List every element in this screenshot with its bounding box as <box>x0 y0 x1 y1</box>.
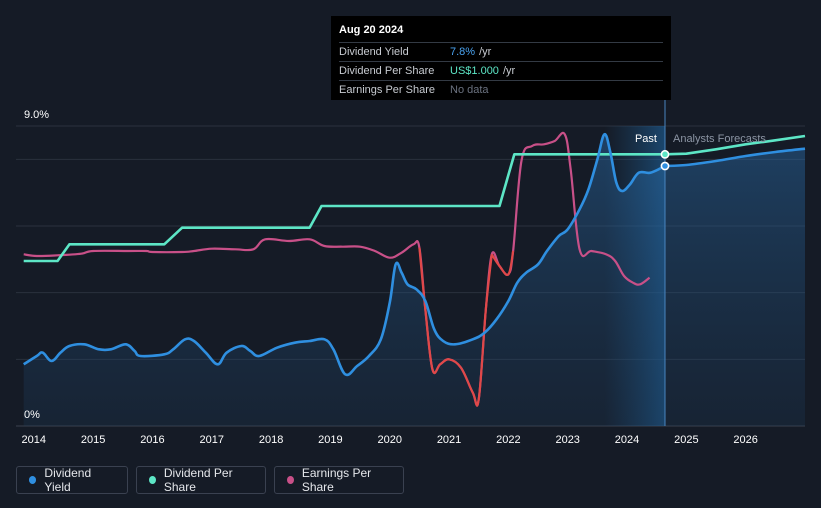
x-tick-label: 2014 <box>22 434 46 446</box>
legend-dot-icon <box>149 476 156 484</box>
tooltip-value: No data <box>450 84 489 96</box>
x-tick-label: 2024 <box>615 434 639 446</box>
x-tick-label: 2017 <box>200 434 224 446</box>
series-lines <box>23 131 806 407</box>
x-tick-label: 2023 <box>555 434 579 446</box>
hover-tooltip: Aug 20 2024 Dividend Yield 7.8% /yr Divi… <box>331 16 671 100</box>
dividend-yield-area <box>23 134 805 427</box>
x-tick-label: 2019 <box>318 434 342 446</box>
x-tick-label: 2020 <box>377 434 401 446</box>
tooltip-unit: /yr <box>479 46 492 58</box>
forecast-label: Analysts Forecasts <box>673 133 766 145</box>
x-tick-label: 2026 <box>733 434 757 446</box>
y-axis-bottom-label: 0% <box>24 409 40 421</box>
tooltip-label: Dividend Yield <box>339 46 409 58</box>
tooltip-label: Dividend Per Share <box>339 65 435 77</box>
x-tick-label: 2022 <box>496 434 520 446</box>
legend-item-earnings-per-share[interactable]: Earnings Per Share <box>274 466 404 494</box>
legend-item-dividend-yield[interactable]: Dividend Yield <box>16 466 128 494</box>
x-tick-label: 2018 <box>259 434 283 446</box>
x-tick-label: 2025 <box>674 434 698 446</box>
legend-item-dividend-per-share[interactable]: Dividend Per Share <box>136 466 266 494</box>
x-tick-label: 2015 <box>81 434 105 446</box>
dividend-yield-area-fill <box>23 134 805 427</box>
hover-marker <box>660 149 670 159</box>
tooltip-row-dividend-yield: Dividend Yield 7.8% /yr <box>339 42 663 61</box>
x-tick-label: 2021 <box>437 434 461 446</box>
earnings-per-share-decline-segment <box>490 250 515 276</box>
legend-dot-icon <box>29 476 37 484</box>
x-axis-ticks: 2014 2015 2016 2017 2018 2019 2020 2021 2022 2023… <box>22 434 758 446</box>
tooltip-row-dividend-per-share: Dividend Per Share US$1.000 /yr <box>339 61 663 80</box>
x-tick-label: 2016 <box>140 434 164 446</box>
tooltip-label: Earnings Per Share <box>339 84 435 96</box>
tooltip-value: 7.8% <box>450 46 476 58</box>
tooltip-value: US$1.000 <box>450 65 499 77</box>
tooltip-row-earnings-per-share: Earnings Per Share No data <box>339 80 663 99</box>
past-label: Past <box>635 133 657 145</box>
dividend-yield-forecast-line <box>664 147 806 168</box>
dividend-per-share-line <box>23 153 665 263</box>
legend-dot-icon <box>287 476 294 484</box>
hover-markers <box>660 149 670 171</box>
tooltip-date: Aug 20 2024 <box>339 24 404 36</box>
legend-label: Dividend Per Share <box>163 466 233 494</box>
legend-label: Dividend Yield <box>44 466 92 494</box>
y-axis-top-label: 9.0% <box>24 109 49 121</box>
dividend-yield-line <box>23 133 666 377</box>
tooltip-unit: /yr <box>502 65 516 77</box>
dividend-per-share-forecast-line <box>664 134 806 156</box>
legend-label: Earnings Per Share <box>301 466 372 494</box>
earnings-per-share-decline-segment <box>418 247 493 407</box>
hover-marker <box>660 161 670 171</box>
